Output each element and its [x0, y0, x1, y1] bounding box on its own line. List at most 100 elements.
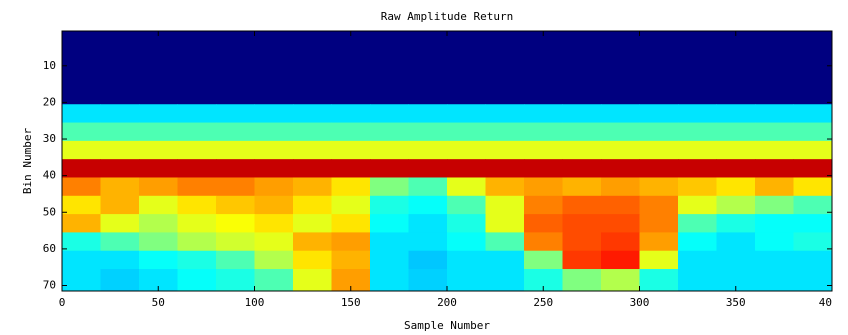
heatmap-cell [755, 67, 794, 87]
heatmap-cell [370, 31, 409, 50]
heatmap-cell [62, 195, 101, 215]
heatmap-cell [254, 67, 294, 87]
heatmap-cell [793, 269, 833, 292]
heatmap-cell [62, 140, 101, 160]
heatmap-cell [216, 31, 255, 50]
heatmap-cell [177, 250, 217, 270]
heatmap-cell [62, 31, 101, 50]
heatmap-cell [408, 31, 448, 50]
heatmap-cell [601, 195, 640, 215]
heatmap-cell [62, 104, 101, 124]
heatmap-cell [639, 31, 679, 50]
heatmap-cell [139, 232, 178, 252]
heatmap-cell [678, 269, 717, 292]
heatmap-cell [177, 159, 217, 178]
heatmap-cell [601, 67, 640, 87]
heatmap-cell [254, 159, 294, 178]
heatmap-cell [639, 49, 679, 69]
heatmap-cell [562, 250, 602, 270]
heatmap-cell [716, 49, 756, 69]
heatmap-cell [485, 31, 525, 50]
x-tick-label: 300 [630, 296, 650, 309]
heatmap-cell [408, 104, 448, 124]
heatmap-cell [716, 232, 756, 252]
heatmap-cell [755, 177, 794, 197]
heatmap-cell [293, 85, 332, 105]
heatmap-cell [716, 269, 756, 292]
heatmap-cell [678, 159, 717, 178]
heatmap-cell [447, 269, 486, 292]
heatmap-cell [408, 250, 448, 270]
heatmap-cell [562, 67, 602, 87]
heatmap-cell [601, 85, 640, 105]
heatmap-cell [716, 85, 756, 105]
heatmap-cell [755, 195, 794, 215]
heatmap-cell [755, 232, 794, 252]
heatmap-cell [601, 232, 640, 252]
heatmap-cell [793, 250, 833, 270]
x-tick-label: 100 [245, 296, 265, 309]
heatmap-cell [177, 122, 217, 142]
x-tick-label: 350 [726, 296, 746, 309]
heatmap-cell [639, 195, 679, 215]
heatmap-cell [370, 269, 409, 292]
x-tick-label: 40 [819, 296, 832, 309]
heatmap-cells [62, 31, 833, 292]
heatmap-cell [678, 177, 717, 197]
heatmap-cell [678, 122, 717, 142]
heatmap-cell [524, 214, 563, 233]
y-tick-label: 20 [43, 95, 56, 108]
heatmap-cell [331, 31, 371, 50]
heatmap-cell [331, 232, 371, 252]
heatmap-cell [100, 250, 140, 270]
heatmap-cell [793, 31, 833, 50]
heatmap-cell [524, 140, 563, 160]
heatmap-cell [793, 49, 833, 69]
y-tick-label: 10 [43, 59, 56, 72]
heatmap-cell [639, 140, 679, 160]
heatmap-cell [639, 67, 679, 87]
heatmap-cell [793, 67, 833, 87]
heatmap-cell [485, 104, 525, 124]
heatmap-cell [562, 195, 602, 215]
heatmap-cell [370, 104, 409, 124]
heatmap-cell [755, 31, 794, 50]
heatmap-cell [755, 140, 794, 160]
heatmap-cell [177, 67, 217, 87]
heatmap-cell [62, 269, 101, 292]
heatmap-cell [62, 232, 101, 252]
heatmap-cell [447, 85, 486, 105]
heatmap-cell [524, 232, 563, 252]
heatmap-cell [485, 177, 525, 197]
heatmap-cell [793, 85, 833, 105]
heatmap-cell [331, 122, 371, 142]
heatmap-cell [716, 122, 756, 142]
heatmap-cell [331, 49, 371, 69]
y-tick-label: 60 [43, 242, 56, 255]
heatmap-cell [524, 122, 563, 142]
heatmap-cell [447, 104, 486, 124]
heatmap-cell [716, 159, 756, 178]
heatmap-cell [524, 159, 563, 178]
heatmap-cell [485, 269, 525, 292]
heatmap-cell [601, 159, 640, 178]
heatmap-cell [293, 177, 332, 197]
heatmap-cell [639, 232, 679, 252]
heatmap-cell [254, 214, 294, 233]
heatmap-cell [62, 67, 101, 87]
heatmap-cell [562, 104, 602, 124]
heatmap-cell [755, 85, 794, 105]
y-tick-label: 70 [43, 279, 56, 292]
heatmap-cell [216, 122, 255, 142]
heatmap-cell [216, 140, 255, 160]
heatmap-cell [139, 85, 178, 105]
heatmap-cell [139, 195, 178, 215]
heatmap-cell [62, 122, 101, 142]
heatmap-cell [177, 214, 217, 233]
heatmap-cell [524, 269, 563, 292]
heatmap-cell [408, 85, 448, 105]
heatmap-cell [678, 195, 717, 215]
heatmap-cell [485, 214, 525, 233]
heatmap-cell [408, 67, 448, 87]
